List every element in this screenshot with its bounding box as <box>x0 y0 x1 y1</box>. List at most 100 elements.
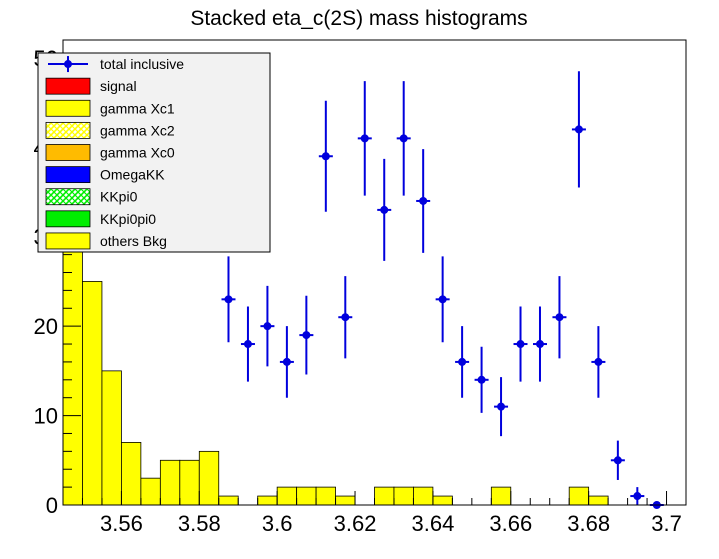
data-marker <box>263 322 272 331</box>
data-point <box>435 256 450 343</box>
legend-entry: OmegaKK <box>45 166 165 184</box>
y-tick-label: 0 <box>46 493 58 518</box>
legend-label: KKpi0 <box>100 189 138 205</box>
histogram-bar <box>276 486 298 506</box>
data-point <box>396 81 411 196</box>
legend-swatch <box>45 210 91 228</box>
x-tick-label: 3.6 <box>262 511 293 536</box>
x-tick-label: 3.7 <box>651 511 682 536</box>
legend-marker <box>64 60 72 69</box>
legend-label: total inclusive <box>100 56 184 72</box>
histogram-bar <box>393 486 414 506</box>
chart-title: Stacked eta_c(2S) mass histograms <box>190 7 527 30</box>
data-marker <box>321 152 330 161</box>
legend-entry: signal <box>45 77 137 95</box>
legend-entry: gamma Xc1 <box>45 99 175 117</box>
legend-label: signal <box>100 78 137 94</box>
data-point <box>532 306 547 382</box>
data-point <box>260 285 275 367</box>
data-marker <box>419 196 428 205</box>
data-point <box>571 71 586 188</box>
legend-label: others Bkg <box>100 233 167 249</box>
data-point <box>474 346 489 413</box>
histogram-bar <box>296 486 317 506</box>
histogram-bar <box>568 486 590 506</box>
data-marker <box>380 205 389 214</box>
y-tick-label: 10 <box>34 404 58 429</box>
data-point <box>318 100 333 212</box>
histogram-bar <box>121 442 142 506</box>
data-marker <box>516 340 525 349</box>
y-tick-label: 20 <box>34 314 58 339</box>
data-point <box>357 81 372 196</box>
histogram-bar <box>588 495 609 506</box>
legend-entry: KKpi0pi0 <box>45 210 156 228</box>
data-point <box>221 256 236 343</box>
data-point <box>610 440 625 480</box>
legend-label: gamma Xc0 <box>100 145 175 161</box>
histogram-bar <box>335 495 356 506</box>
histogram-bar <box>413 486 434 506</box>
x-tick-label: 3.56 <box>100 511 143 536</box>
data-point <box>513 306 528 382</box>
legend-entry: total inclusive <box>48 56 184 73</box>
legend-label: KKpi0pi0 <box>100 211 156 227</box>
histogram-bar <box>101 370 122 506</box>
legend-swatch <box>45 232 91 250</box>
legend-label: gamma Xc2 <box>100 122 175 138</box>
legend-swatch <box>45 99 91 117</box>
legend-swatch <box>45 144 91 161</box>
legend-label: OmegaKK <box>100 167 165 183</box>
data-marker <box>224 295 233 304</box>
x-tick-label: 3.66 <box>489 511 532 536</box>
x-tick-label: 3.68 <box>567 511 610 536</box>
legend-entry: gamma Xc2 <box>45 121 175 139</box>
legend-entry: others Bkg <box>45 232 167 250</box>
data-marker <box>360 134 369 143</box>
legend: total inclusive signal gamma Xc1 gamma Xc2 g… <box>37 52 271 253</box>
histogram-bar <box>82 281 103 506</box>
histogram-bar <box>257 495 278 506</box>
data-point <box>494 377 509 437</box>
data-marker <box>458 357 467 366</box>
data-point <box>455 326 470 398</box>
data-point <box>416 149 431 253</box>
legend-swatch <box>45 166 91 184</box>
data-marker <box>341 313 350 322</box>
histogram-bar <box>179 459 200 506</box>
data-marker <box>438 295 447 304</box>
legend-entry: KKpi0 <box>45 188 138 206</box>
histogram-bar <box>490 486 512 506</box>
data-point <box>279 326 294 398</box>
histogram-bar <box>374 486 395 506</box>
data-point <box>299 295 314 375</box>
data-marker <box>282 357 291 366</box>
x-tick-label: 3.58 <box>178 511 221 536</box>
data-point <box>591 326 606 398</box>
data-point <box>630 487 645 505</box>
data-points-layer <box>221 71 664 509</box>
data-point <box>552 276 567 359</box>
data-point <box>377 158 392 261</box>
histogram-bar <box>315 486 336 506</box>
data-marker <box>594 357 603 366</box>
histogram-bar <box>159 459 181 506</box>
legend-label: gamma Xc1 <box>100 100 175 116</box>
data-marker <box>497 402 506 411</box>
data-marker <box>302 331 311 340</box>
data-point <box>338 276 353 359</box>
data-marker <box>613 456 622 465</box>
data-marker <box>555 313 564 322</box>
legend-entry: gamma Xc0 <box>45 144 175 161</box>
histogram-bar <box>140 477 161 506</box>
histogram-bar <box>198 450 220 506</box>
data-marker <box>535 340 544 349</box>
data-marker <box>399 134 408 143</box>
histogram-bar <box>432 495 453 506</box>
data-marker <box>243 340 252 349</box>
legend-swatch <box>45 188 91 206</box>
legend-swatch <box>45 77 91 95</box>
histogram-bar <box>218 495 239 506</box>
data-marker <box>477 375 486 384</box>
